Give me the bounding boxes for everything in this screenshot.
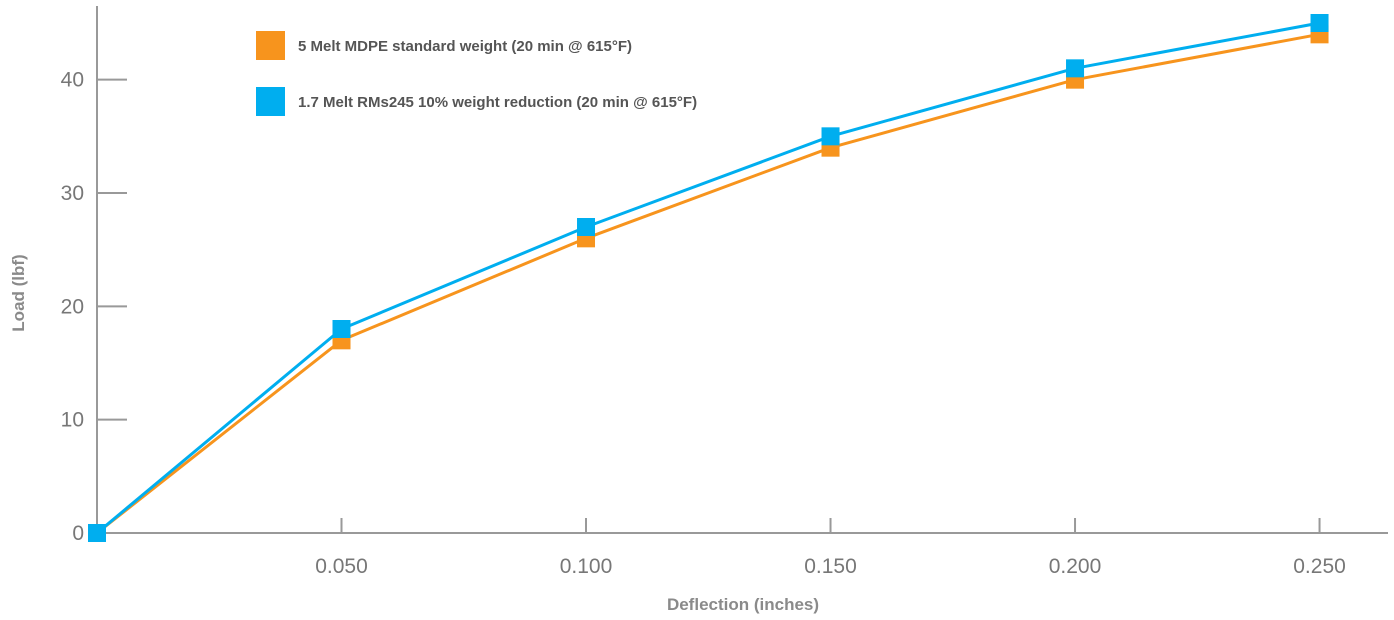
x-tick-label: 0.150: [804, 555, 857, 578]
y-tick-label: 0: [72, 522, 84, 545]
x-tick-label: 0.050: [315, 555, 368, 578]
legend-swatch: [256, 31, 285, 60]
y-tick-label: 10: [61, 409, 84, 432]
x-tick-label: 0.100: [560, 555, 613, 578]
series-2-marker: [1310, 14, 1329, 32]
series-1-line: [96, 32, 1320, 535]
legend-label: 5 Melt MDPE standard weight (20 min @ 61…: [298, 38, 632, 55]
legend: 5 Melt MDPE standard weight (20 min @ 61…: [256, 31, 697, 116]
series-2-marker: [332, 320, 351, 338]
series-2-marker: [1066, 59, 1085, 78]
x-tick-label: 0.200: [1049, 555, 1102, 578]
y-tick-label: 40: [61, 69, 84, 92]
y-tick-label: 30: [61, 182, 84, 205]
series-2-marker: [88, 524, 106, 542]
series-2-line: [96, 21, 1320, 535]
series-2-marker: [577, 218, 596, 236]
series-2: [88, 14, 1329, 542]
y-axis-title: Load (lbf): [9, 254, 28, 331]
x-axis-title: Deflection (inches): [667, 595, 819, 614]
y-tick-label: 20: [61, 295, 84, 318]
y-ticks: 0 10 20 30 40: [61, 69, 127, 545]
series-2-marker: [821, 127, 840, 146]
x-tick-label: 0.250: [1293, 555, 1346, 578]
legend-label: 1.7 Melt RMs245 10% weight reduction (20…: [298, 94, 697, 111]
legend-swatch: [256, 87, 285, 116]
x-ticks: 0.050 0.100 0.150 0.200 0.250: [315, 518, 1346, 578]
series-group: [88, 14, 1329, 542]
axes: [96, 6, 1388, 534]
